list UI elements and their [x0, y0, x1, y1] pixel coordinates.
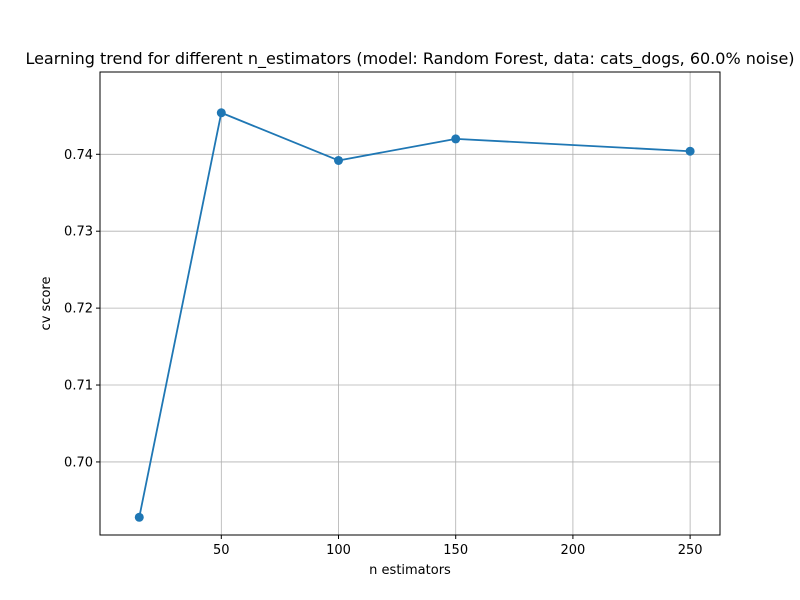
x-tick-label: 250 — [678, 543, 703, 558]
grid — [100, 72, 720, 535]
x-axis-label: n estimators — [369, 563, 451, 578]
chart-title: Learning trend for different n_estimator… — [25, 49, 794, 69]
y-tick-label: 0.73 — [64, 225, 93, 240]
series — [134, 108, 695, 522]
data-point — [451, 134, 461, 144]
data-point — [334, 155, 344, 165]
data-point — [685, 146, 695, 156]
y-tick-label: 0.70 — [64, 455, 93, 470]
plot-area-frame — [99, 71, 721, 536]
y-tick-label: 0.74 — [64, 148, 93, 163]
x-tick-label: 50 — [213, 543, 230, 558]
y-tick-label: 0.71 — [64, 379, 93, 394]
x-tick-label: 150 — [443, 543, 468, 558]
data-point — [134, 512, 144, 522]
x-tick-label: 200 — [560, 543, 585, 558]
data-point — [216, 108, 226, 118]
x-tick-label: 100 — [326, 543, 351, 558]
y-tick-label: 0.72 — [64, 302, 93, 317]
y-axis-label: cv score — [39, 277, 54, 331]
axis-ticks: 50 100 150 200 250 0.70 0.71 0.72 0.73 0.74 — [64, 148, 702, 558]
